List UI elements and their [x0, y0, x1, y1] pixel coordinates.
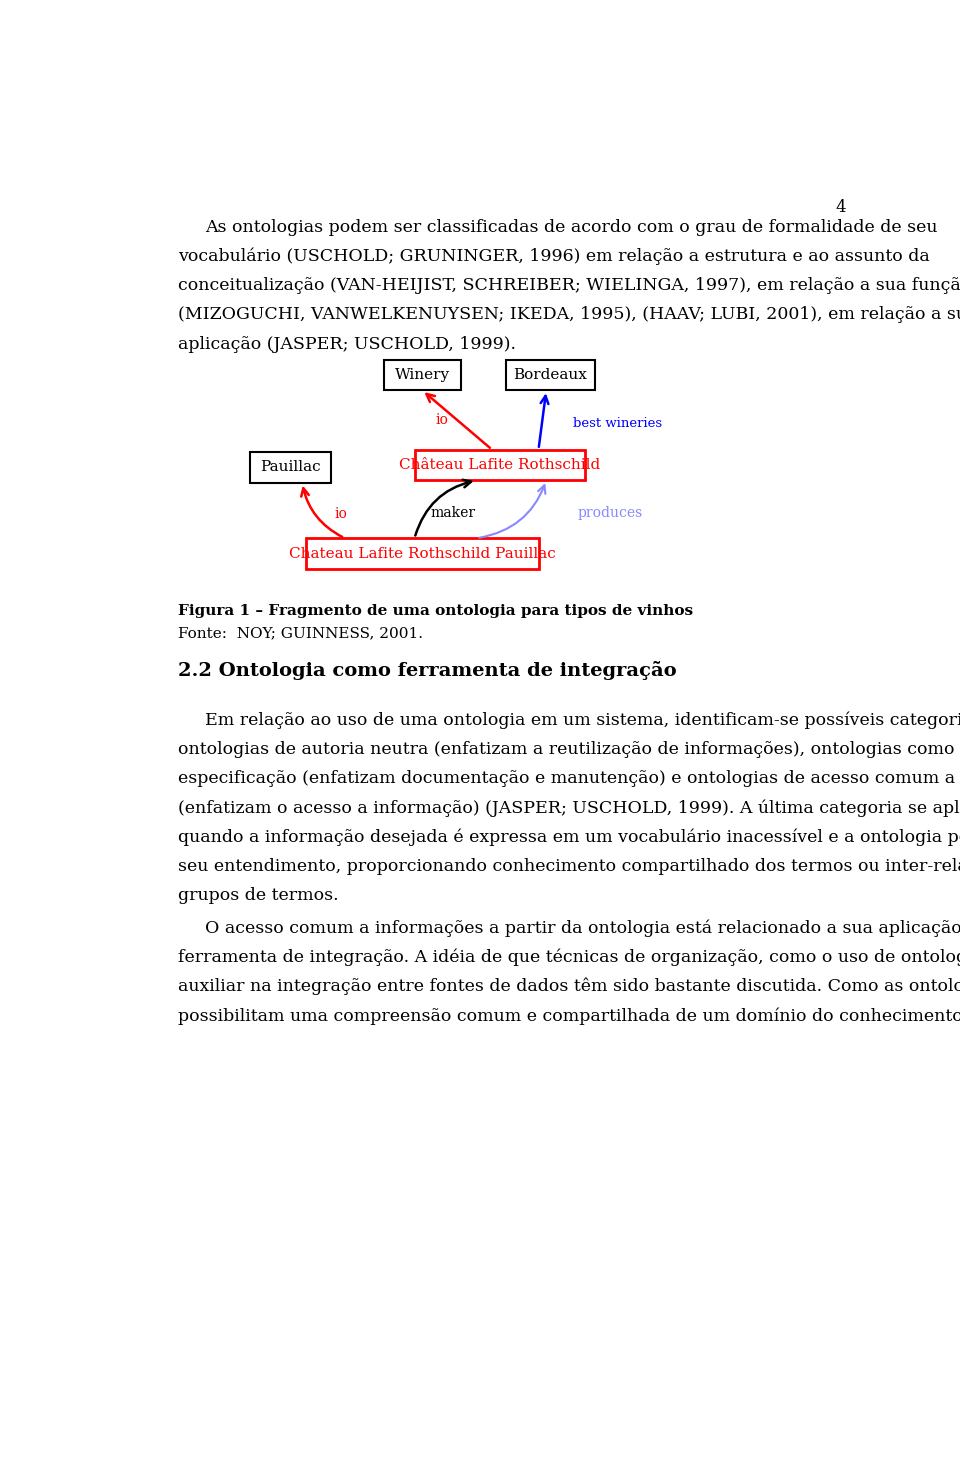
Text: Château Lafite Rothschild: Château Lafite Rothschild	[399, 458, 600, 472]
Bar	[415, 450, 585, 480]
Text: 2.2 Ontologia como ferramenta de integração: 2.2 Ontologia como ferramenta de integra…	[179, 661, 677, 680]
Text: O acesso comum a informações a partir da ontologia está relacionado a sua aplica: O acesso comum a informações a partir da…	[205, 920, 960, 937]
Bar	[306, 538, 539, 569]
Text: maker: maker	[431, 507, 476, 520]
Text: produces: produces	[577, 507, 642, 520]
Text: As ontologias podem ser classificadas de acordo com o grau de formalidade de seu: As ontologias podem ser classificadas de…	[205, 219, 938, 235]
Text: Chateau Lafite Rothschild Pauillac: Chateau Lafite Rothschild Pauillac	[289, 546, 556, 561]
Text: ferramenta de integração. A idéia de que técnicas de organização, como o uso de : ferramenta de integração. A idéia de que…	[179, 949, 960, 967]
Text: (enfatizam o acesso a informação) (JASPER; USCHOLD, 1999). A última categoria se: (enfatizam o acesso a informação) (JASPE…	[179, 799, 960, 817]
Text: quando a informação desejada é expressa em um vocabulário inacessível e a ontolo: quando a informação desejada é expressa …	[179, 829, 960, 846]
Text: aplicação (JASPER; USCHOLD, 1999).: aplicação (JASPER; USCHOLD, 1999).	[179, 336, 516, 353]
Text: ontologias de autoria neutra (enfatizam a reutilização de informações), ontologi: ontologias de autoria neutra (enfatizam …	[179, 740, 954, 758]
Bar	[506, 360, 594, 391]
Text: possibilitam uma compreensão comum e compartilhada de um domínio do conhecimento: possibilitam uma compreensão comum e com…	[179, 1008, 960, 1024]
Text: (MIZOGUCHI, VANWELKENUYSEN; IKEDA, 1995), (HAAV; LUBI, 2001), em relação a sua: (MIZOGUCHI, VANWELKENUYSEN; IKEDA, 1995)…	[179, 307, 960, 323]
Text: Em relação ao uso de uma ontologia em um sistema, identificam-se possíveis categ: Em relação ao uso de uma ontologia em um…	[205, 711, 960, 729]
Text: Pauillac: Pauillac	[260, 460, 321, 474]
Text: Fonte:  NOY; GUINNESS, 2001.: Fonte: NOY; GUINNESS, 2001.	[179, 627, 423, 640]
Text: seu entendimento, proporcionando conhecimento compartilhado dos termos ou inter-: seu entendimento, proporcionando conheci…	[179, 858, 960, 874]
Text: auxiliar na integração entre fontes de dados têm sido bastante discutida. Como a: auxiliar na integração entre fontes de d…	[179, 978, 960, 996]
Text: Bordeaux: Bordeaux	[514, 367, 588, 382]
Text: best wineries: best wineries	[573, 417, 662, 430]
Text: conceitualização (VAN-HEIJIST, SCHREIBER; WIELINGA, 1997), em relação a sua funç: conceitualização (VAN-HEIJIST, SCHREIBER…	[179, 278, 960, 294]
Text: 4: 4	[835, 200, 846, 216]
Text: especificação (enfatizam documentação e manutenção) e ontologias de acesso comum: especificação (enfatizam documentação e …	[179, 770, 960, 787]
Text: Figura 1 – Fragmento de uma ontologia para tipos de vinhos: Figura 1 – Fragmento de uma ontologia pa…	[179, 604, 693, 617]
Text: Winery: Winery	[395, 367, 450, 382]
Text: vocabulário (USCHOLD; GRUNINGER, 1996) em relação a estrutura e ao assunto da: vocabulário (USCHOLD; GRUNINGER, 1996) e…	[179, 248, 930, 266]
Bar	[250, 452, 331, 483]
Text: io: io	[334, 507, 348, 521]
Bar	[383, 360, 461, 391]
Text: io: io	[435, 413, 448, 427]
Text: grupos de termos.: grupos de termos.	[179, 887, 339, 903]
